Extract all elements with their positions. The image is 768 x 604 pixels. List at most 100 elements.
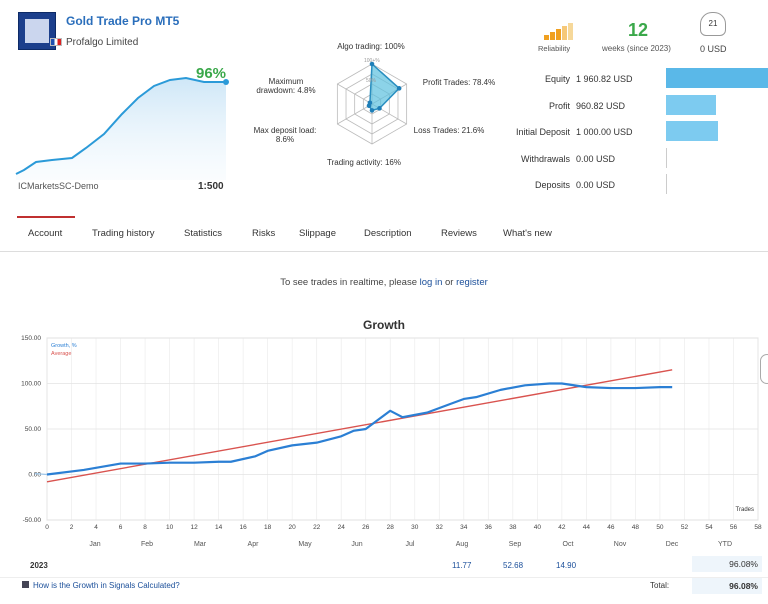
x-tick-label: 48 <box>632 524 640 531</box>
legend-growth: Growth, % <box>51 343 77 349</box>
x-tick-label: 6 <box>119 524 123 531</box>
x-tick-label: 54 <box>705 524 713 531</box>
login-link[interactable]: log in <box>419 277 443 288</box>
radar-point-max_drawdown <box>367 100 373 106</box>
signal-logo[interactable] <box>18 12 56 50</box>
logo-image <box>25 19 49 43</box>
stat-value: 1 960.82 USD <box>576 74 633 84</box>
oct-growth[interactable]: 14.90 <box>556 561 577 570</box>
mini-growth-chart <box>15 76 229 180</box>
signal-title[interactable]: Gold Trade Pro MT5 <box>66 14 180 28</box>
x-tick-label: 38 <box>509 524 517 531</box>
leverage: 1:500 <box>198 181 224 192</box>
month-label: Apr <box>247 541 259 548</box>
x-tick-label: 56 <box>730 524 738 531</box>
subscribers-icon: 21 <box>700 12 726 36</box>
tab-slippage[interactable]: Slippage <box>299 228 336 239</box>
tab-risks[interactable]: Risks <box>252 228 276 239</box>
radar-axis <box>337 103 373 125</box>
pre-start-line <box>34 472 48 476</box>
tab-whats-new[interactable]: What's new <box>503 228 552 239</box>
subscription-price: 0 USD <box>700 44 727 54</box>
growth-chart-title: Growth <box>363 318 405 332</box>
growth-calc-link[interactable]: How is the Growth in Signals Calculated? <box>22 581 180 590</box>
radar-point-loss_trades <box>377 106 382 111</box>
radar-axis <box>337 83 373 105</box>
stat-value: 960.82 USD <box>576 101 626 111</box>
month-label: Nov <box>613 541 627 548</box>
radar-point-algo <box>369 61 375 67</box>
x-tick-label: 40 <box>534 524 542 531</box>
x-axis-label: Trades <box>736 507 754 513</box>
x-tick-label: 50 <box>656 524 664 531</box>
month-label: Dec <box>665 541 679 548</box>
growth-percent: 96% <box>196 65 227 82</box>
x-tick-label: 28 <box>387 524 395 531</box>
info-icon <box>22 581 29 588</box>
x-tick-label: 26 <box>362 524 370 531</box>
x-tick-label: 44 <box>583 524 591 531</box>
country-flag-icon <box>50 38 62 46</box>
x-tick-label: 16 <box>240 524 248 531</box>
x-tick-label: 30 <box>411 524 419 531</box>
legend-average: Average <box>51 351 71 357</box>
stat-label: Withdrawals <box>520 154 570 164</box>
mini-growth-area <box>16 78 226 180</box>
sep-growth[interactable]: 52.68 <box>503 561 524 570</box>
year-label: 2023 <box>30 561 48 570</box>
y-tick-label: 150.00 <box>21 335 41 342</box>
side-scroll-handle[interactable] <box>760 354 768 384</box>
active-tab-indicator <box>17 216 75 218</box>
stat-label: Deposits <box>534 180 570 190</box>
stat-bar <box>666 95 716 115</box>
radar-ring-100-label: 100+% <box>364 58 380 64</box>
x-tick-label: 32 <box>436 524 444 531</box>
total-value: 96.08% <box>692 578 762 594</box>
radar-drawdown-label: Maximum drawdown: 4.8% <box>256 77 316 95</box>
stat-label: Profit <box>548 101 570 111</box>
y-tick-label: -50.00 <box>23 517 42 524</box>
month-label: Feb <box>140 541 154 548</box>
realtime-notice: To see trades in realtime, please log in… <box>280 277 488 288</box>
weeks-label: weeks (since 2023) <box>602 44 671 53</box>
register-link[interactable]: register <box>456 277 488 288</box>
tab-account[interactable]: Account <box>28 228 63 239</box>
month-label: Aug <box>455 541 469 548</box>
radar-chart: 100+% 50% <box>336 58 408 145</box>
stat-bar <box>666 121 719 141</box>
total-row <box>0 577 768 595</box>
aug-growth[interactable]: 11.77 <box>452 561 472 570</box>
account-server: ICMarketsSC-Demo <box>18 181 99 191</box>
month-label: Oct <box>562 541 574 548</box>
stat-bar <box>666 68 768 88</box>
company-name[interactable]: Profalgo Limited <box>66 37 139 48</box>
tab-bar <box>0 216 768 252</box>
tab-reviews[interactable]: Reviews <box>441 228 477 239</box>
stat-value: 0.00 USD <box>576 154 616 164</box>
stat-value: 0.00 USD <box>576 180 616 190</box>
weeks-count: 12 <box>628 20 649 40</box>
y-tick-label: 50.00 <box>25 426 42 433</box>
stat-bar <box>666 148 667 168</box>
x-tick-label: 2 <box>70 524 74 531</box>
stat-label: Equity <box>544 74 570 84</box>
x-tick-label: 10 <box>166 524 174 531</box>
tab-statistics[interactable]: Statistics <box>184 228 223 239</box>
x-tick-label: 4 <box>94 524 98 531</box>
mini-growth-endpoint <box>223 79 229 85</box>
stat-value: 1 000.00 USD <box>576 127 633 137</box>
tab-description[interactable]: Description <box>364 228 412 239</box>
radar-algo-label: Algo trading: 100% <box>337 42 405 51</box>
x-tick-label: 0 <box>45 524 49 531</box>
tab-trading-history[interactable]: Trading history <box>92 228 155 239</box>
x-tick-label: 42 <box>558 524 566 531</box>
x-tick-label: 14 <box>215 524 223 531</box>
x-tick-label: 18 <box>264 524 272 531</box>
radar-profit-label: Profit Trades: 78.4% <box>422 78 496 87</box>
month-label: May <box>298 541 312 548</box>
reliability-icon <box>544 22 578 40</box>
month-label: Jun <box>351 541 363 548</box>
month-label: Mar <box>193 541 207 548</box>
y-tick-label: 100.00 <box>21 381 41 388</box>
